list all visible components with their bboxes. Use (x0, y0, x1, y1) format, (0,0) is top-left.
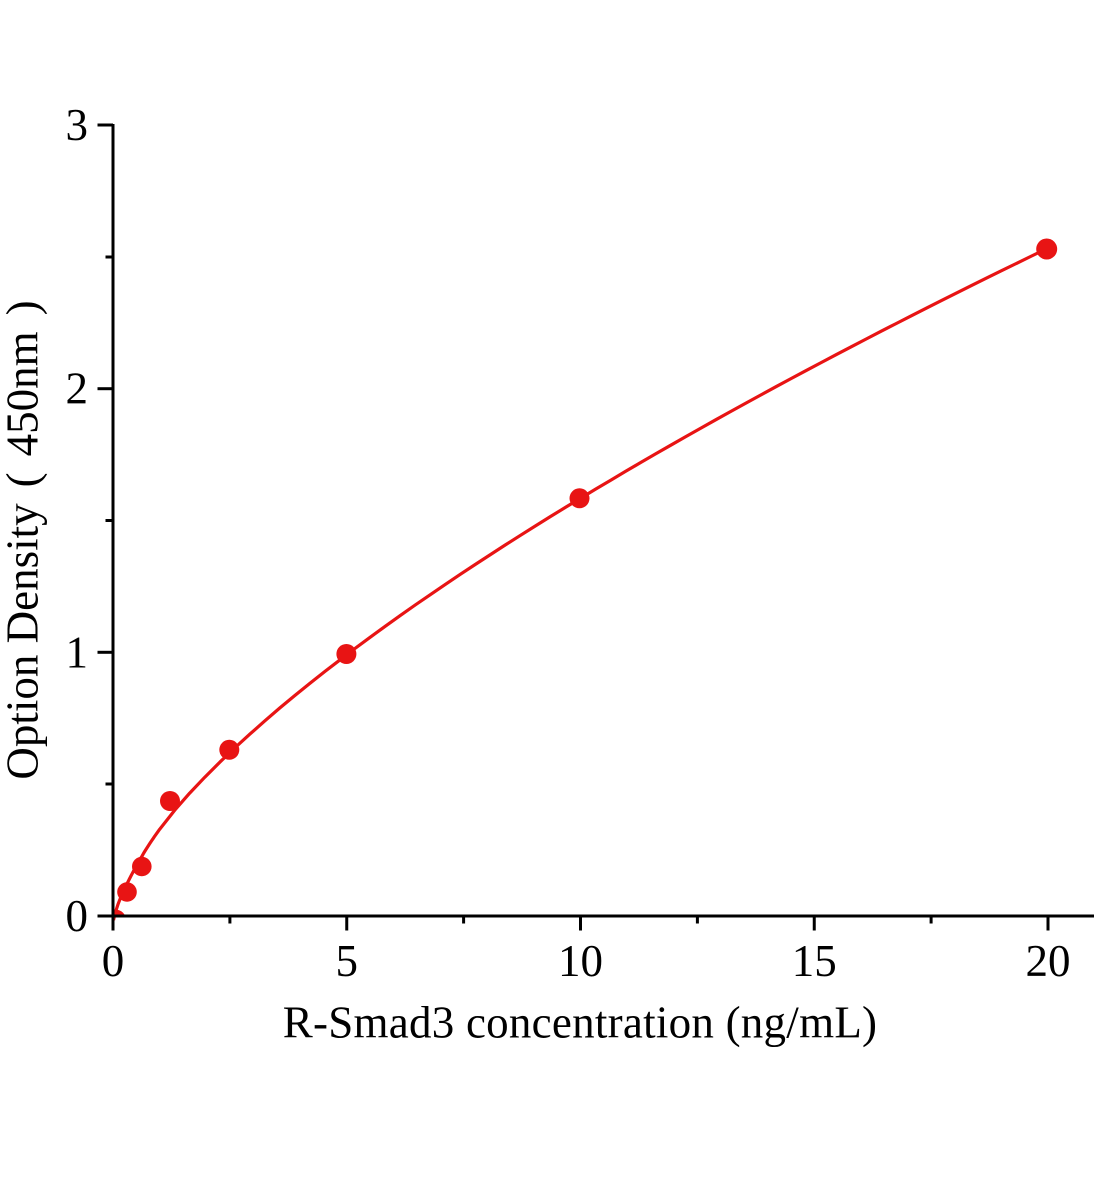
svg-text:0: 0 (102, 936, 125, 986)
svg-text:1: 1 (66, 627, 89, 677)
svg-text:5: 5 (336, 936, 359, 986)
svg-text:20: 20 (1026, 936, 1071, 986)
svg-text:15: 15 (792, 936, 837, 986)
svg-text:0: 0 (66, 891, 89, 941)
svg-text:R-Smad3 concentration (ng/mL): R-Smad3 concentration (ng/mL) (283, 998, 878, 1048)
svg-text:3: 3 (66, 100, 89, 150)
svg-text:2: 2 (66, 364, 89, 414)
svg-text:10: 10 (558, 936, 603, 986)
svg-text:Option Density(450nm): Option Density(450nm) (0, 300, 48, 779)
